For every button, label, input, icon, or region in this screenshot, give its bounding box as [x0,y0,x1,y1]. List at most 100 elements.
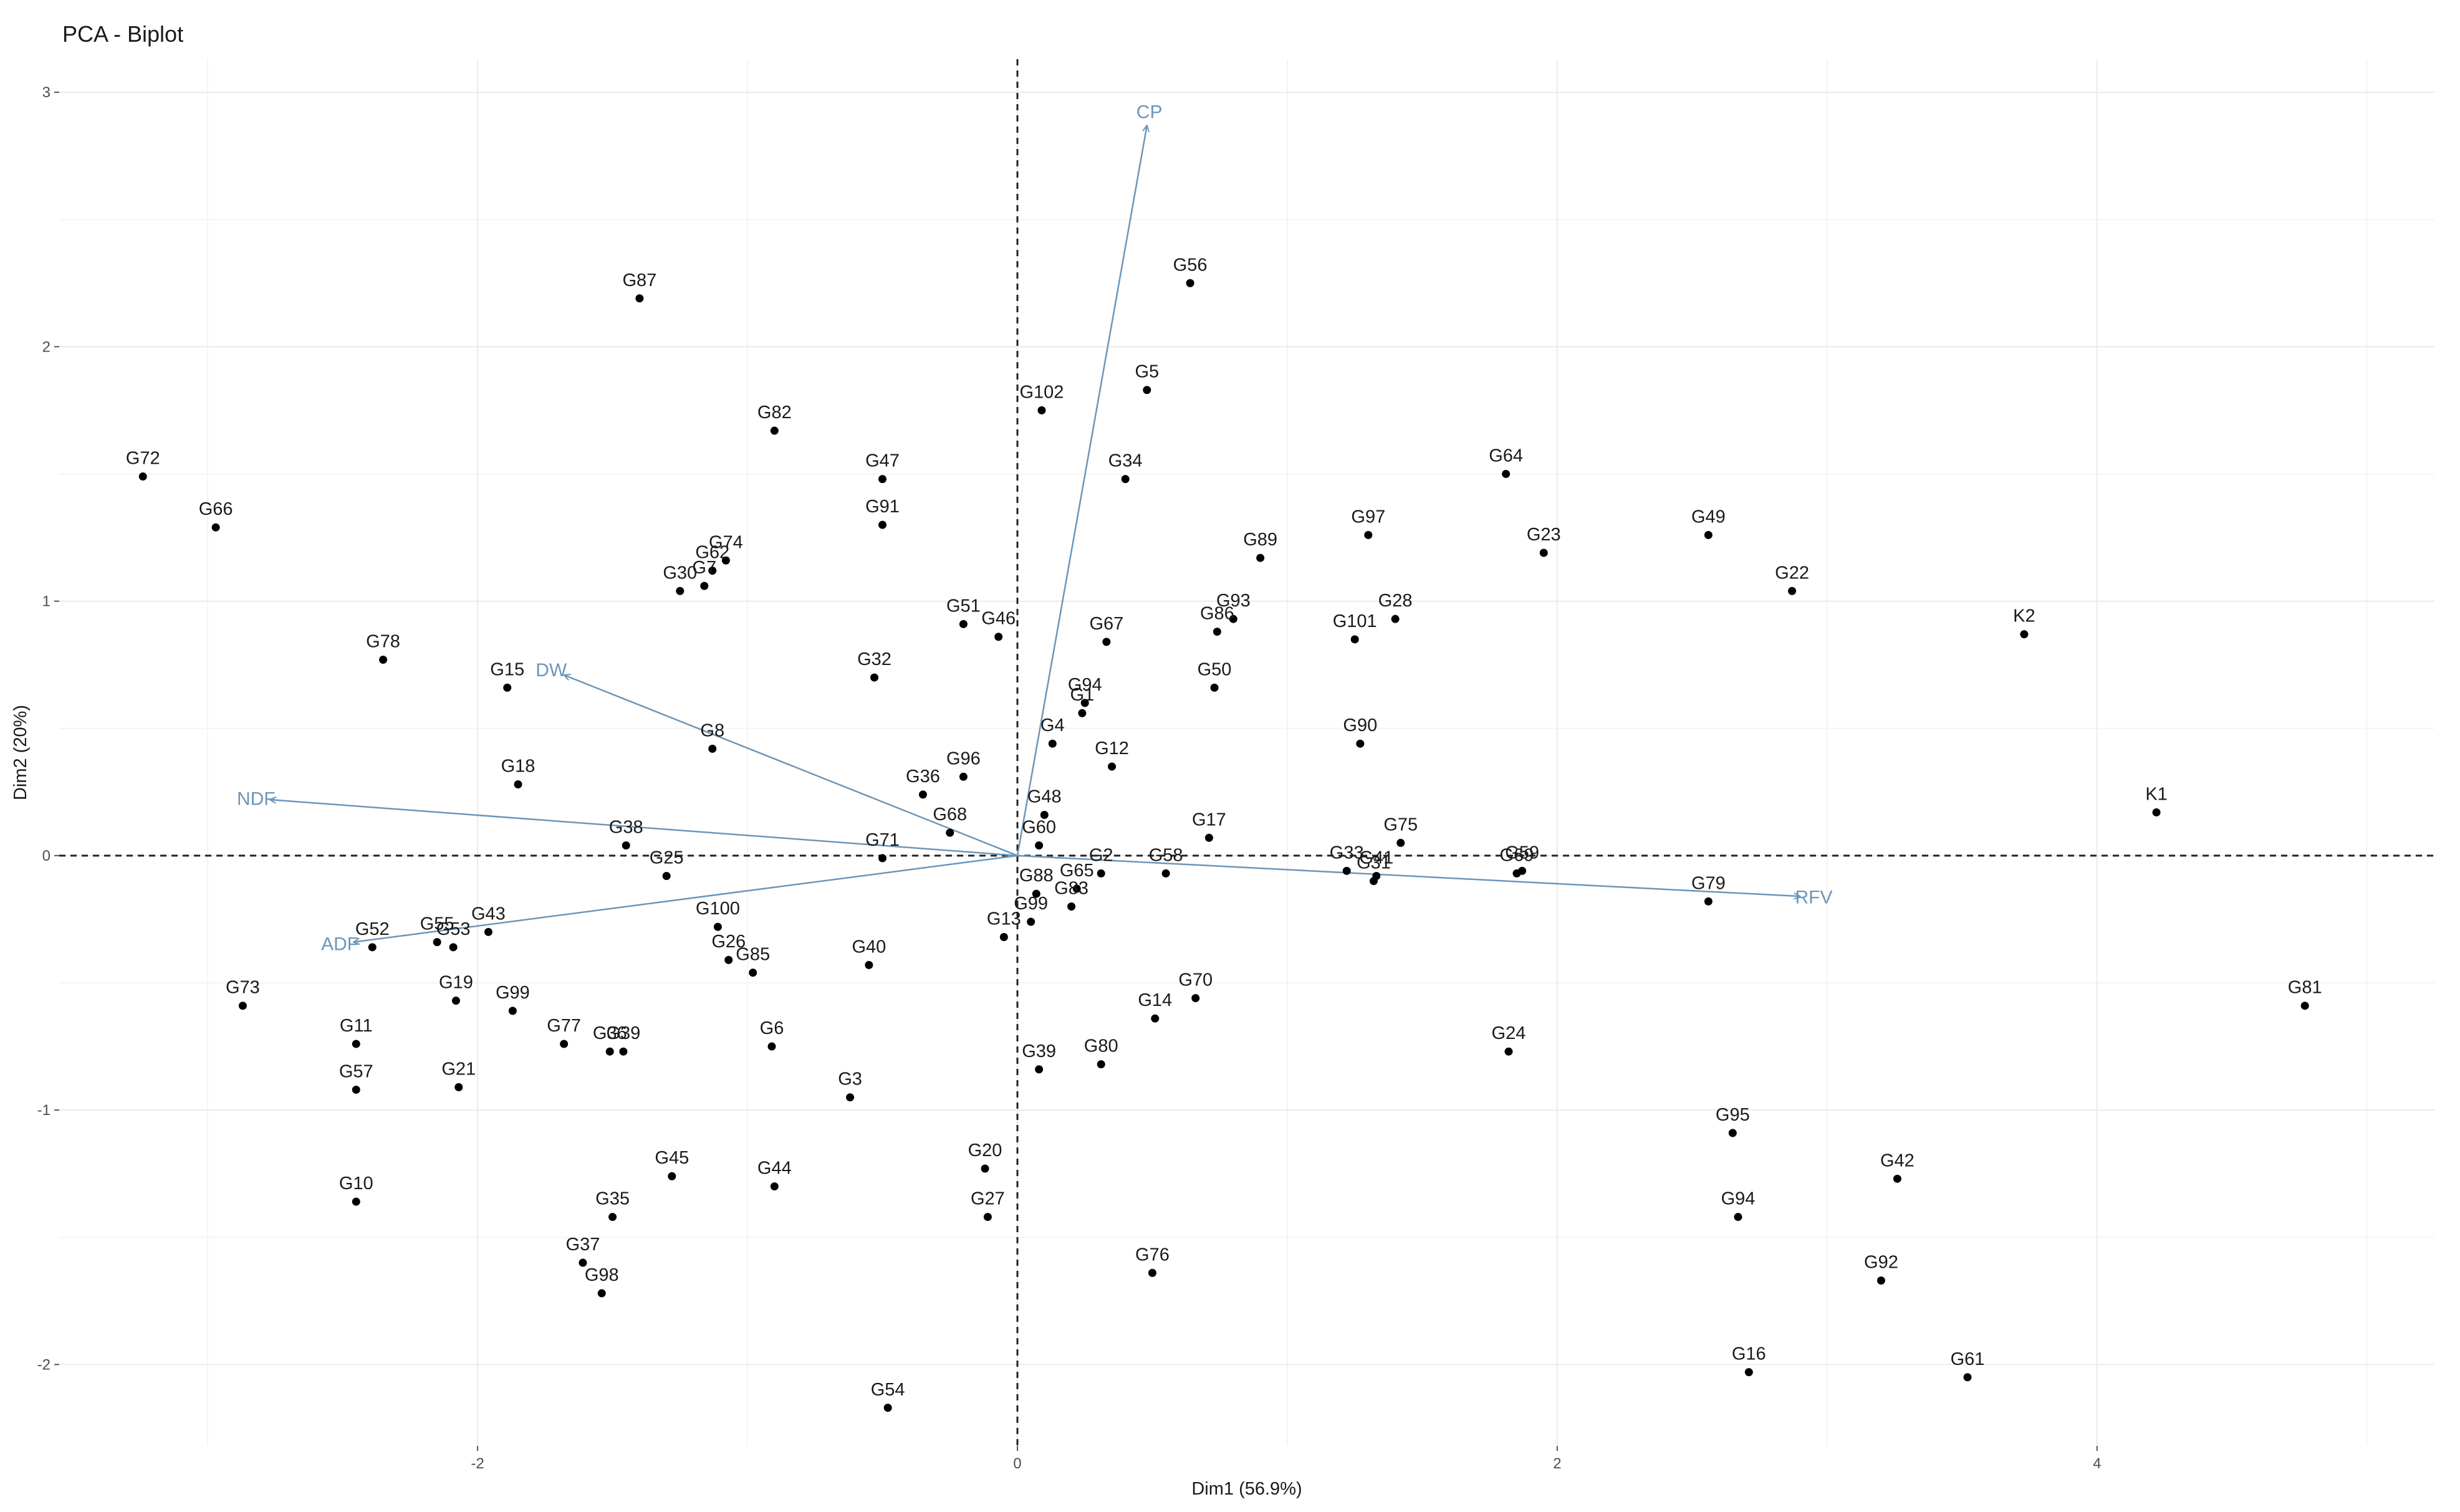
observation-label: G91 [865,497,900,517]
observation-point [1728,1129,1737,1137]
observation-label: G36 [593,1023,627,1043]
observation-point [1027,917,1035,926]
variable-arrow [270,800,1018,857]
observation-label: G52 [355,919,390,939]
observation-point [619,1047,628,1056]
observation-label: G76 [1135,1245,1170,1265]
observation-label: G17 [1192,810,1226,830]
observation-label: G2 [1089,845,1113,865]
observation-label: G99 [1014,894,1048,914]
observation-label: G97 [1351,507,1385,527]
observation-label: G96 [946,749,981,768]
observation-point [433,938,441,947]
observation-point [2152,808,2161,816]
observation-label: G42 [1880,1151,1915,1170]
observation-label: G25 [650,848,684,868]
observation-point [1734,1213,1742,1222]
observation-point [211,523,220,532]
observation-point [1035,1065,1044,1074]
observation-point [1161,869,1170,878]
observation-label: G44 [757,1159,792,1179]
observation-label: G22 [1775,563,1809,583]
y-tick-label: -2 [37,1356,50,1373]
y-tick-label: 0 [42,848,50,864]
observation-point [379,655,388,664]
observation-label: G38 [609,818,643,838]
observation-label: G102 [1019,382,1064,402]
observation-point [2020,630,2029,639]
observation-point [1072,884,1081,893]
observation-label: G90 [1343,715,1377,735]
observation-point [946,828,954,837]
observation-label: G55 [420,914,454,934]
observation-label: G82 [757,403,792,423]
observation-label: G34 [1108,451,1143,471]
observation-point [1032,889,1040,898]
y-tick-label: 3 [42,84,50,101]
observation-point [959,620,968,628]
observation-point [635,294,644,303]
observation-label: G18 [501,757,536,777]
observation-label: G3 [838,1069,862,1089]
observation-point [1048,739,1057,748]
variable-label: DW [536,660,567,681]
observation-label: G23 [1527,525,1561,545]
observation-point [368,943,377,952]
observation-label: G78 [366,631,400,651]
observation-label: G59 [1505,843,1539,863]
observation-label: G48 [1027,787,1062,807]
observation-label: G69 [1500,845,1534,865]
observation-label: G40 [852,937,886,957]
observation-point [2300,1002,2309,1010]
observation-label: G1 [1070,685,1095,705]
observation-label: G64 [1489,446,1523,466]
observation-point [605,1047,614,1056]
observation-label: G56 [1173,255,1208,275]
observation-label: G53 [436,919,471,939]
observation-label: G80 [1084,1036,1118,1056]
observation-label: G24 [1492,1023,1526,1043]
observation-point [1148,1268,1156,1277]
observation-point [870,673,879,682]
observation-label: G87 [622,270,656,290]
observation-point [1097,869,1105,878]
observation-point [1037,406,1046,414]
observation-point [1210,683,1219,692]
observation-point [708,567,717,575]
variable-label: RFV [1795,887,1833,907]
observation-point [959,772,968,781]
variable-arrow [353,854,1018,942]
observation-point [1186,279,1194,287]
observation-label: G47 [865,451,900,471]
observation-label: G77 [547,1016,581,1036]
observation-label: G43 [471,904,506,924]
observation-point [1396,838,1405,847]
observation-label: G51 [946,596,981,616]
observation-label: G61 [1951,1349,1985,1369]
observation-point [560,1040,569,1048]
observation-point [1391,615,1400,623]
observation-point [1256,553,1265,562]
observation-point [749,969,757,977]
observation-point [1080,699,1089,707]
observation-point [138,472,147,481]
observation-label: G21 [441,1059,476,1079]
observation-point [352,1040,360,1048]
observation-point [662,872,671,881]
observation-label: G54 [871,1380,905,1400]
observation-label: G19 [439,973,473,993]
observation-label: G89 [1243,530,1277,550]
observation-label: G70 [1178,970,1213,990]
observation-point [713,922,722,931]
observation-point [454,1083,463,1091]
variable-arrow [1016,125,1147,856]
observation-label: G99 [496,983,530,1003]
observation-point [1512,869,1521,878]
observation-point [878,520,887,529]
axes: -2 0 2 4 -2 -1 0 1 2 3 Dim1 (56.9%) Dim2 (20%) [11,59,2434,1499]
observation-label: G67 [1089,614,1123,634]
observation-point [1097,1060,1105,1069]
observation-point [503,683,512,692]
observation-point [1539,548,1548,557]
observation-point [352,1085,360,1094]
